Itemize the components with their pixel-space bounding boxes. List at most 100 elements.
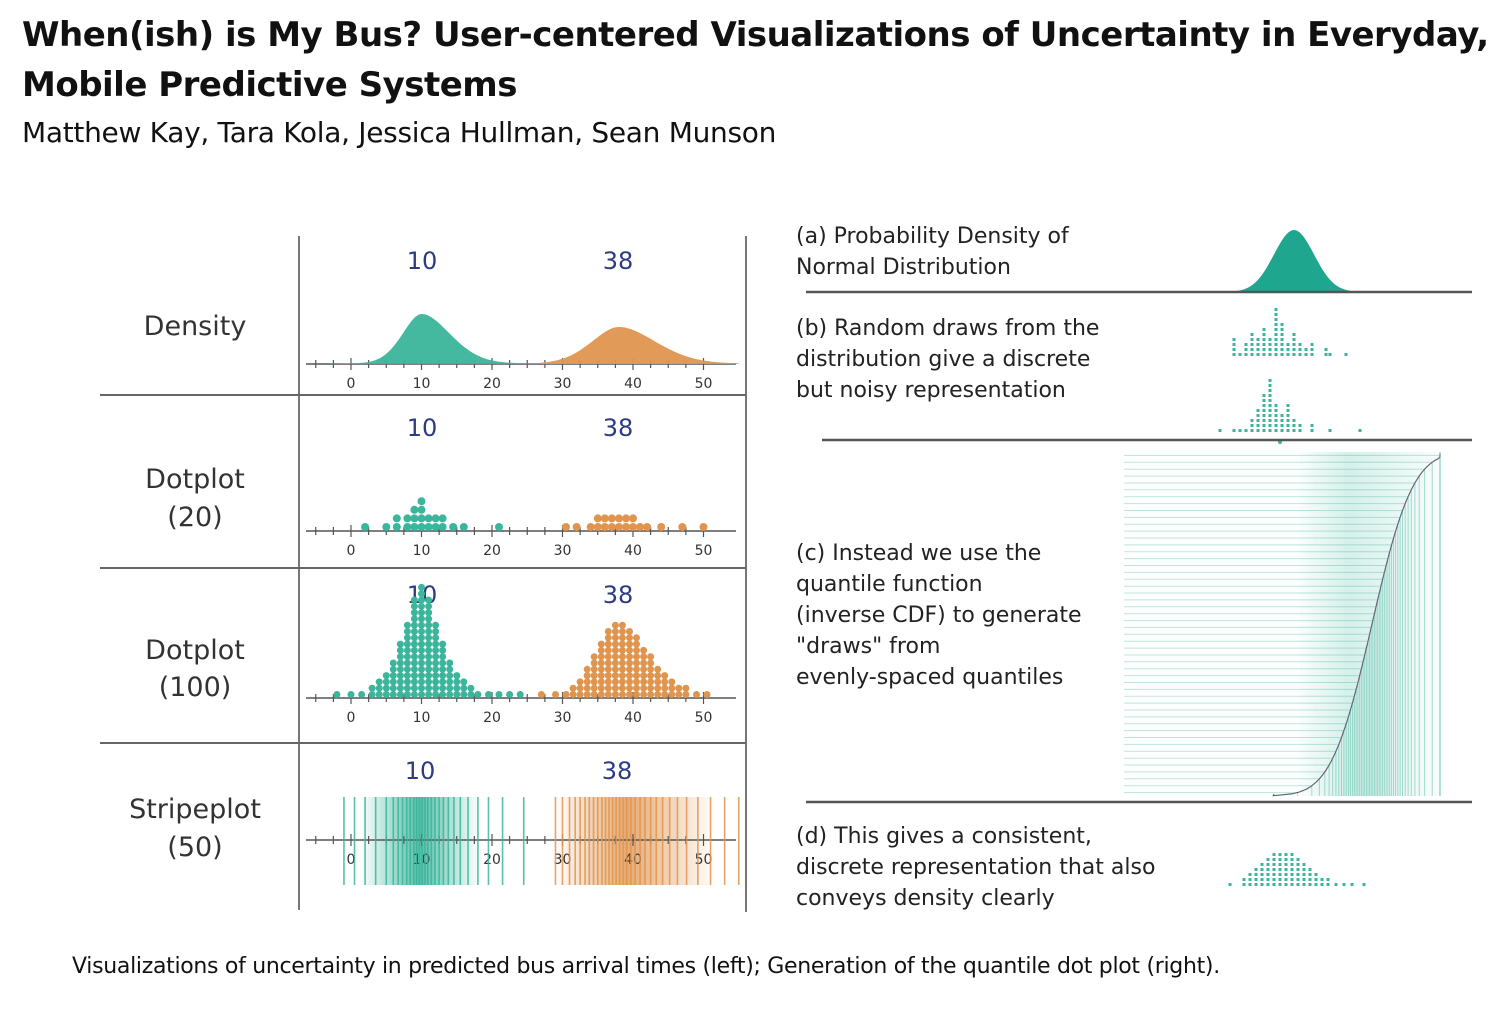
random-draw-dot <box>1310 353 1314 356</box>
dot-orange <box>611 634 619 642</box>
random-draw-dot <box>1268 379 1272 382</box>
dot-orange <box>614 514 623 523</box>
dot-teal <box>418 602 425 610</box>
row-label-stripeplot: Stripeplot <box>129 794 261 825</box>
random-draw-dot <box>1218 429 1222 432</box>
dot-orange <box>647 672 655 680</box>
random-draw-dot <box>1280 328 1284 331</box>
random-draw-dot <box>1272 873 1276 876</box>
dot-orange <box>604 659 612 667</box>
random-draw-dot <box>1272 853 1276 856</box>
dot-orange <box>640 665 648 673</box>
random-draw-dot <box>1274 409 1278 412</box>
dot-orange <box>597 678 605 686</box>
random-draw-dot <box>1292 353 1296 356</box>
random-draw-dot <box>1250 424 1254 427</box>
dot-teal <box>417 505 426 514</box>
dot-orange <box>647 684 655 692</box>
dot-orange <box>640 678 648 686</box>
random-draw-dot <box>1262 394 1266 397</box>
dot-teal <box>439 672 447 680</box>
random-draw-dot <box>1284 868 1288 871</box>
random-draw-dot <box>1280 343 1284 346</box>
random-draw-dot <box>1280 429 1284 432</box>
random-draw-dot <box>1314 883 1318 886</box>
dot-orange <box>611 628 619 635</box>
dot-teal <box>425 609 433 617</box>
dot-orange <box>597 659 605 667</box>
random-draw-dot <box>1274 429 1278 432</box>
random-draw-dot <box>1266 873 1270 876</box>
dot-orange <box>537 691 545 698</box>
dot-orange <box>640 672 648 680</box>
dot-orange <box>647 678 655 686</box>
random-draw-dot <box>1280 424 1284 427</box>
dot-orange <box>618 684 626 692</box>
random-draw-dot <box>1274 328 1278 331</box>
dot-orange <box>600 514 609 523</box>
random-draw-dot <box>1268 429 1272 432</box>
random-draw-dot <box>1228 883 1232 886</box>
dot-teal <box>392 514 401 523</box>
dot-orange <box>569 684 577 692</box>
dot-teal <box>410 691 418 698</box>
random-draw-dot <box>1298 348 1302 351</box>
random-draw-dot <box>1290 883 1294 886</box>
dot-teal <box>410 640 418 648</box>
cdf-shaded-area <box>1300 452 1440 796</box>
random-draw-dot <box>1290 878 1294 881</box>
dot-teal <box>375 678 383 686</box>
dot-orange <box>576 678 584 686</box>
dot-teal <box>403 691 411 698</box>
dot-teal <box>432 672 440 680</box>
dot-orange <box>657 523 666 531</box>
dot-orange <box>699 523 708 531</box>
random-draw-dot <box>1262 419 1266 422</box>
dot-teal <box>403 653 411 661</box>
dot-teal <box>410 505 419 514</box>
random-draw-dot <box>1256 348 1260 351</box>
dot-teal <box>453 684 461 692</box>
dot-teal <box>418 640 425 648</box>
random-draw-dot <box>1250 338 1254 341</box>
random-draw-dot <box>1302 883 1306 886</box>
dot-teal <box>417 497 426 506</box>
random-draw-dot <box>1262 333 1266 336</box>
random-draw-dot <box>1274 308 1278 311</box>
random-draw-dot <box>1272 878 1276 881</box>
dot-orange <box>611 684 619 692</box>
step-c-line-3: (inverse CDF) to generate <box>796 603 1082 628</box>
random-draw-dot <box>1290 863 1294 866</box>
dot-orange <box>640 646 648 654</box>
dot-teal <box>382 523 391 531</box>
dot-teal <box>425 659 433 667</box>
dot-orange <box>618 634 626 642</box>
dot-orange <box>604 684 612 692</box>
dot-teal <box>446 684 454 692</box>
dot-orange <box>661 691 669 698</box>
dot-orange <box>611 640 619 648</box>
random-draw-dot <box>1232 353 1236 356</box>
random-draw-dot <box>1262 429 1266 432</box>
dot-teal <box>396 653 404 661</box>
random-draw-dot <box>1308 873 1312 876</box>
random-draw-dot <box>1314 878 1318 881</box>
dot-orange <box>562 523 570 531</box>
random-draw-dot <box>1232 338 1236 341</box>
dot-teal <box>432 659 440 667</box>
dot-teal <box>418 609 425 617</box>
dot-teal <box>375 684 383 692</box>
tick-label: 30 <box>554 543 572 559</box>
tick-label: 30 <box>554 710 572 726</box>
random-draw-dot <box>1242 883 1246 886</box>
dot-teal <box>410 514 419 523</box>
random-draw-dot <box>1250 348 1254 351</box>
dot-teal <box>431 523 440 531</box>
random-draw-dot <box>1260 883 1264 886</box>
dot-teal <box>333 691 341 698</box>
random-draw-dot <box>1284 853 1288 856</box>
dot-orange <box>590 691 598 698</box>
dot-teal <box>403 659 411 667</box>
random-draw-dot <box>1290 853 1294 856</box>
dot-teal <box>396 659 404 667</box>
